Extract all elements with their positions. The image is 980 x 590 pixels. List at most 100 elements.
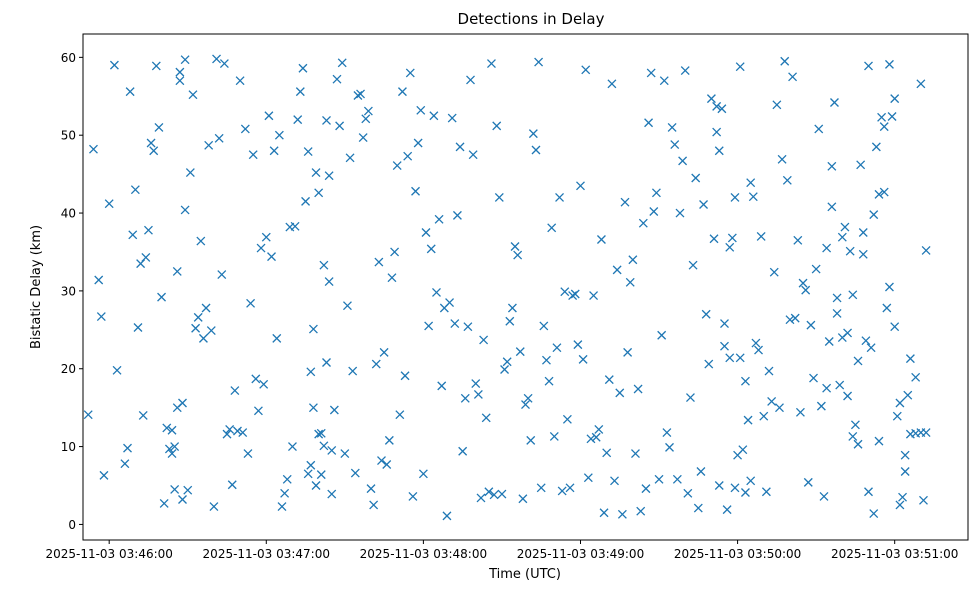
data-point-x-marker xyxy=(515,347,525,357)
data-point-x-marker xyxy=(510,242,520,251)
data-point-x-marker xyxy=(183,485,193,495)
y-axis-label: Bistatic Delay (km) xyxy=(29,225,44,349)
data-point-x-marker xyxy=(319,441,329,451)
data-point-x-marker xyxy=(570,289,580,299)
data-point-x-marker xyxy=(256,243,266,253)
y-tick-label: 10 xyxy=(61,440,76,454)
data-point-x-marker xyxy=(230,386,240,395)
data-point-x-marker xyxy=(246,298,256,308)
data-point-x-marker xyxy=(816,401,826,411)
data-point-x-marker xyxy=(356,89,366,99)
data-point-x-marker xyxy=(706,94,716,104)
data-point-x-marker xyxy=(589,291,599,301)
data-point-x-marker xyxy=(764,366,774,376)
data-point-x-marker xyxy=(740,488,750,497)
data-point-x-marker xyxy=(225,424,235,434)
data-point-x-marker xyxy=(267,252,276,262)
plot-frame xyxy=(82,33,969,541)
data-point-x-marker xyxy=(164,444,174,454)
data-point-x-marker xyxy=(413,138,423,148)
data-point-x-marker xyxy=(395,410,405,420)
data-point-x-marker xyxy=(324,277,334,287)
data-point-x-marker xyxy=(329,405,339,415)
data-point-x-marker xyxy=(685,393,695,403)
data-point-x-marker xyxy=(832,309,842,318)
data-point-x-marker xyxy=(790,313,800,323)
data-point-x-marker xyxy=(806,320,816,330)
data-point-x-marker xyxy=(921,428,931,438)
data-point-x-marker xyxy=(322,115,331,125)
data-point-x-marker xyxy=(146,138,156,148)
data-point-x-marker xyxy=(623,347,633,357)
data-point-x-marker xyxy=(450,319,460,329)
data-point-x-marker xyxy=(492,121,502,131)
data-point-x-marker xyxy=(560,287,570,297)
data-point-x-marker xyxy=(188,90,198,100)
data-point-x-marker xyxy=(890,94,900,104)
data-point-x-marker xyxy=(861,336,871,346)
data-point-x-marker xyxy=(612,265,622,275)
data-point-x-marker xyxy=(445,298,455,308)
data-point-x-marker xyxy=(335,121,345,131)
data-point-x-marker xyxy=(303,147,313,157)
x-tick-label: 2025-11-03 03:46:00 xyxy=(45,547,172,561)
data-point-x-marker xyxy=(424,321,434,331)
data-point-x-marker xyxy=(528,129,538,139)
data-point-x-marker xyxy=(864,61,873,71)
data-point-x-marker xyxy=(141,252,151,262)
x-tick-label: 2025-11-03 03:51:00 xyxy=(831,547,958,561)
data-point-x-marker xyxy=(89,144,98,154)
data-point-x-marker xyxy=(408,491,418,501)
data-point-x-marker xyxy=(712,101,722,111)
data-point-x-marker xyxy=(261,232,271,242)
data-point-x-marker xyxy=(858,249,868,259)
x-tick-label: 2025-11-03 03:50:00 xyxy=(674,547,801,561)
data-point-x-marker xyxy=(390,247,400,257)
data-point-x-marker xyxy=(219,59,229,69)
data-point-x-marker xyxy=(366,484,376,494)
data-point-x-marker xyxy=(911,372,921,382)
data-point-x-marker xyxy=(586,434,596,444)
data-point-x-marker xyxy=(248,150,258,160)
data-point-x-marker xyxy=(756,231,766,241)
data-point-x-marker xyxy=(418,469,428,479)
data-point-x-marker xyxy=(827,202,837,212)
data-point-x-marker xyxy=(311,168,321,178)
data-point-x-marker xyxy=(916,79,926,89)
data-point-x-marker xyxy=(651,188,661,198)
data-point-x-marker xyxy=(759,411,769,421)
data-point-x-marker xyxy=(746,178,756,188)
data-point-x-marker xyxy=(151,61,161,71)
data-point-x-marker xyxy=(172,266,182,276)
data-point-x-marker xyxy=(596,235,606,244)
data-point-x-marker xyxy=(327,489,337,499)
data-point-x-marker xyxy=(877,112,887,122)
data-point-x-marker xyxy=(421,228,431,237)
data-point-x-marker xyxy=(704,359,714,369)
data-point-x-marker xyxy=(484,487,494,497)
data-point-x-marker xyxy=(573,340,583,350)
data-point-x-marker xyxy=(180,55,190,65)
data-point-x-marker xyxy=(793,235,803,245)
data-point-x-marker xyxy=(206,326,216,336)
data-point-x-marker xyxy=(727,233,737,243)
data-point-x-marker xyxy=(714,481,724,490)
data-point-x-marker xyxy=(856,160,866,170)
data-point-x-marker xyxy=(835,380,845,390)
data-point-x-marker xyxy=(316,470,326,480)
data-point-x-marker xyxy=(180,205,190,215)
data-point-x-marker xyxy=(345,153,355,163)
data-point-x-marker xyxy=(850,420,860,430)
data-point-x-marker xyxy=(853,439,863,449)
data-point-x-marker xyxy=(819,491,829,501)
data-point-x-marker xyxy=(837,333,847,343)
data-point-x-marker xyxy=(99,470,109,480)
data-point-x-marker xyxy=(662,428,672,438)
data-point-x-marker xyxy=(617,509,627,519)
data-point-x-marker xyxy=(481,413,491,423)
data-point-x-marker xyxy=(858,228,868,237)
data-point-x-marker xyxy=(128,230,138,240)
data-point-x-marker xyxy=(696,467,706,476)
data-points xyxy=(83,54,931,521)
data-point-x-marker xyxy=(434,214,444,224)
